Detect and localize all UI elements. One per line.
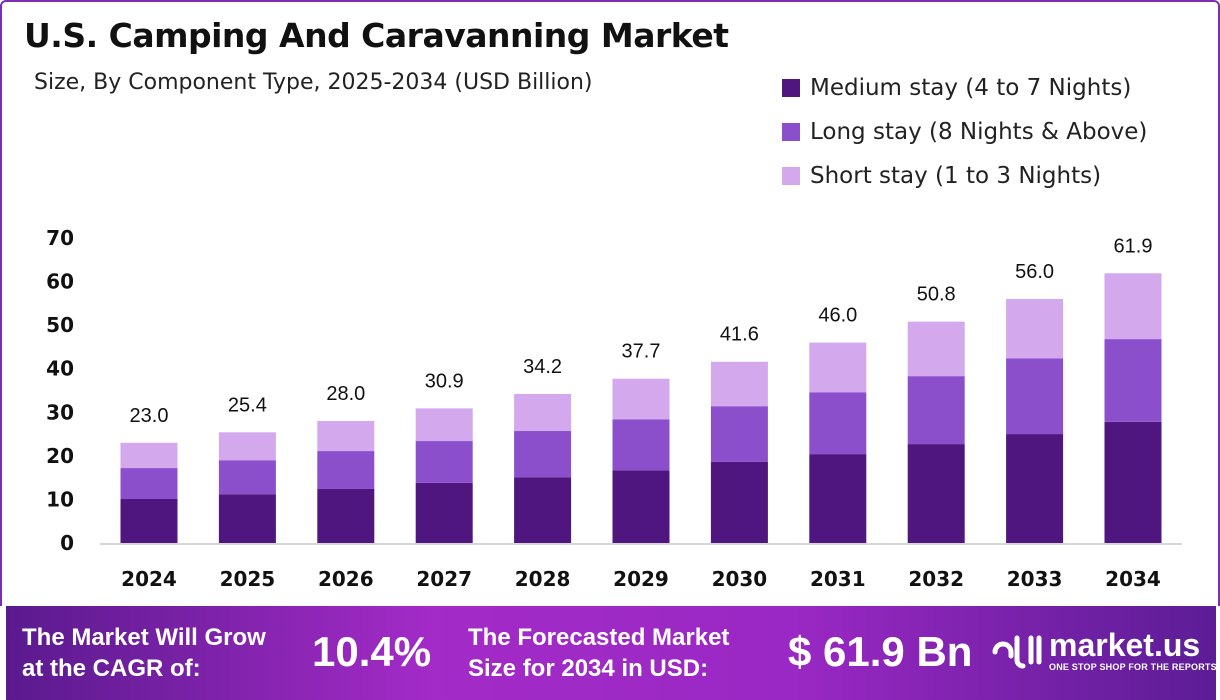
- bar-segment-short: [710, 361, 768, 407]
- bar-segment-short: [120, 442, 178, 469]
- bar-segment-long: [317, 451, 375, 489]
- x-tick-label: 2032: [908, 567, 964, 591]
- legend-label: Short stay (1 to 3 Nights): [810, 163, 1102, 189]
- market-us-logo: market.us ONE STOP SHOP FOR THE REPORTS: [991, 628, 1217, 672]
- bar-segment-short: [612, 378, 670, 420]
- data-label-total: 37.7: [622, 341, 661, 363]
- data-label-total: 28.0: [326, 383, 365, 405]
- chart-title: U.S. Camping And Caravanning Market: [24, 16, 729, 55]
- forecast-label: The Forecasted Market Size for 2034 in US…: [468, 622, 729, 684]
- y-tick-label: 10: [46, 487, 74, 511]
- bar-segment-medium: [514, 477, 572, 543]
- x-tick-label: 2030: [712, 567, 768, 591]
- legend-label: Long stay (8 Nights & Above): [810, 119, 1148, 145]
- bar-segment-medium: [317, 488, 375, 543]
- forecast-value: $ 61.9 Bn: [788, 628, 973, 675]
- bar-segment-medium: [612, 470, 670, 543]
- legend-swatch: [782, 79, 800, 97]
- bar-segment-short: [809, 342, 867, 393]
- y-tick-label: 50: [46, 313, 74, 337]
- bar-segment-long: [415, 441, 473, 483]
- x-tick-label: 2034: [1105, 567, 1161, 591]
- x-tick-label: 2028: [515, 567, 571, 591]
- x-tick-label: 2033: [1007, 567, 1063, 591]
- stacked-bar-chart: 01020304050607023.0202425.4202528.020263…: [46, 226, 1182, 591]
- cagr-value: 10.4%: [312, 628, 432, 675]
- bar-segment-long: [514, 431, 572, 478]
- bar-segment-short: [317, 421, 375, 452]
- x-tick-label: 2026: [318, 567, 374, 591]
- bar-segment-medium: [218, 494, 276, 543]
- legend-item-medium: Medium stay (4 to 7 Nights): [782, 66, 1147, 110]
- bar-segment-long: [710, 406, 768, 462]
- data-label-total: 46.0: [818, 305, 857, 327]
- logo-text: market.us: [1049, 627, 1201, 663]
- bar-segment-short: [218, 432, 276, 461]
- data-label-total: 50.8: [917, 284, 956, 306]
- y-tick-label: 60: [46, 270, 74, 294]
- cagr-label-line: at the CAGR of:: [22, 655, 201, 682]
- bar-segment-long: [1006, 358, 1064, 435]
- forecast-label-line: The Forecasted Market: [468, 624, 730, 651]
- logo-tagline: ONE STOP SHOP FOR THE REPORTS: [1049, 662, 1217, 672]
- legend-item-short: Short stay (1 to 3 Nights): [782, 154, 1147, 198]
- data-label-total: 61.9: [1114, 235, 1153, 257]
- bar-segment-long: [907, 376, 965, 445]
- summary-banner: The Market Will Grow at the CAGR of: 10.4…: [6, 606, 1217, 700]
- bar-segment-medium: [1104, 421, 1162, 543]
- data-label-total: 30.9: [425, 370, 464, 392]
- bar-segment-long: [218, 460, 276, 495]
- bar-segment-long: [612, 419, 670, 471]
- logo-icon: [992, 635, 1042, 669]
- data-label-total: 25.4: [228, 394, 267, 416]
- legend-item-long: Long stay (8 Nights & Above): [782, 110, 1147, 154]
- bar-segment-medium: [809, 454, 867, 543]
- bar-segment-short: [907, 321, 965, 377]
- x-tick-label: 2031: [810, 567, 866, 591]
- legend-label: Medium stay (4 to 7 Nights): [810, 75, 1132, 101]
- data-label-total: 41.6: [720, 324, 759, 346]
- cagr-label-line: The Market Will Grow: [22, 624, 266, 651]
- y-tick-label: 40: [46, 357, 74, 381]
- bar-segment-medium: [120, 498, 178, 543]
- y-tick-label: 0: [60, 531, 74, 555]
- legend-swatch: [782, 123, 800, 141]
- x-tick-label: 2027: [416, 567, 472, 591]
- y-tick-label: 20: [46, 444, 74, 468]
- bar-segment-short: [1104, 273, 1162, 340]
- data-label-total: 23.0: [130, 405, 169, 427]
- bar-segment-medium: [710, 461, 768, 543]
- x-tick-label: 2029: [613, 567, 669, 591]
- bar-segment-medium: [415, 482, 473, 543]
- data-label-total: 34.2: [523, 356, 562, 378]
- x-tick-label: 2025: [220, 567, 276, 591]
- y-tick-label: 70: [46, 226, 74, 250]
- legend: Medium stay (4 to 7 Nights) Long stay (8…: [782, 66, 1147, 198]
- y-tick-label: 30: [46, 400, 74, 424]
- chart-frame: [0, 0, 1220, 606]
- cagr-label: The Market Will Grow at the CAGR of:: [22, 622, 266, 684]
- bar-segment-medium: [907, 444, 965, 543]
- chart-subtitle: Size, By Component Type, 2025-2034 (USD …: [34, 70, 593, 95]
- bar-segment-long: [1104, 339, 1162, 422]
- legend-swatch: [782, 167, 800, 185]
- bar-segment-short: [514, 393, 572, 432]
- bar-segment-long: [809, 392, 867, 455]
- bar-segment-long: [120, 468, 178, 499]
- bar-segment-short: [415, 408, 473, 442]
- data-label-total: 56.0: [1015, 261, 1054, 283]
- x-tick-label: 2024: [121, 567, 177, 591]
- bar-segment-short: [1006, 299, 1064, 359]
- forecast-label-line: Size for 2034 in USD:: [468, 655, 709, 682]
- bar-segment-medium: [1006, 434, 1064, 543]
